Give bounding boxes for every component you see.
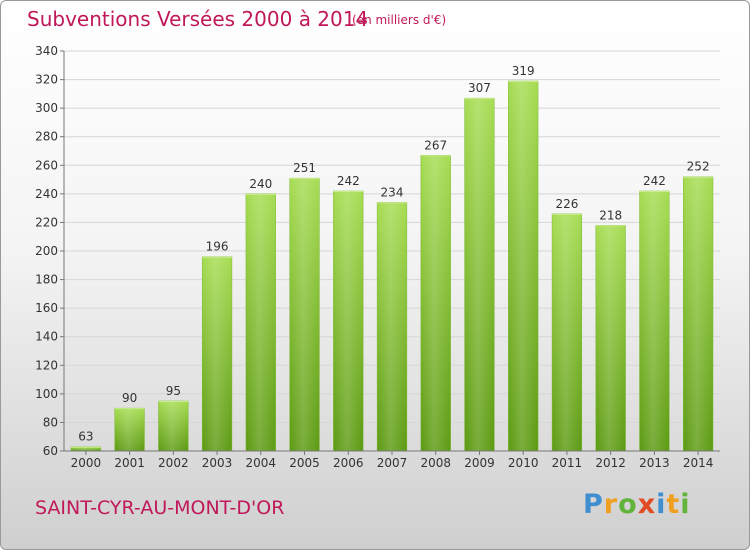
y-tick-label: 320 [35, 73, 58, 87]
bar-highlight [202, 256, 232, 451]
y-tick-label: 140 [35, 330, 58, 344]
place-name: SAINT-CYR-AU-MONT-D'OR [35, 497, 285, 519]
y-tick-label: 260 [35, 158, 58, 172]
data-label: 319 [512, 64, 535, 78]
y-tick-label: 300 [35, 101, 58, 115]
x-tick-label: 2012 [595, 456, 626, 470]
bar-highlight [114, 408, 145, 451]
data-label: 242 [643, 174, 666, 188]
x-tick-label: 2005 [289, 456, 320, 470]
data-label: 218 [599, 208, 622, 222]
data-label: 252 [687, 160, 710, 174]
bar-highlight [420, 155, 451, 452]
data-label: 95 [166, 384, 181, 398]
y-tick-label: 240 [35, 187, 58, 201]
y-tick-label: 280 [35, 130, 58, 144]
bar-highlight [377, 202, 407, 451]
bar-highlight [333, 191, 364, 451]
x-tick-label: 2002 [158, 456, 189, 470]
bar-highlight [552, 213, 582, 451]
data-label: 240 [249, 177, 272, 191]
bar-highlight [639, 191, 670, 451]
y-tick-label: 160 [35, 301, 58, 315]
bar-highlight [70, 446, 101, 451]
x-tick-label: 2009 [464, 456, 495, 470]
bar-highlight [595, 225, 626, 451]
x-tick-label: 2003 [202, 456, 233, 470]
data-label: 307 [468, 81, 491, 95]
y-tick-label: 80 [43, 415, 58, 429]
x-tick-label: 2006 [333, 456, 364, 470]
data-label: 196 [206, 240, 229, 254]
x-tick-label: 2000 [71, 456, 102, 470]
x-tick-label: 2013 [639, 456, 670, 470]
data-label: 251 [293, 161, 316, 175]
data-labels: 63 90 95 196 240 251 242 234 267 307 319 226 218 242 2… [78, 64, 709, 444]
data-label: 267 [424, 138, 447, 152]
bar-highlight [245, 193, 276, 451]
proxiti-logo: Proxiti [583, 489, 691, 520]
y-tick-label: 60 [43, 444, 58, 458]
data-label: 90 [122, 391, 137, 405]
chart-title: Subventions Versées 2000 à 2014 [27, 7, 369, 31]
unit-note: (en milliers d'€) [352, 13, 447, 27]
y-tick-label: 200 [35, 244, 58, 258]
x-tick-label: 2014 [683, 456, 714, 470]
x-tick-label: 2004 [246, 456, 277, 470]
x-tick-label: 2008 [420, 456, 451, 470]
bar-chart: 60 80 100 120 140 160 180 200 220 240 260 280 300 320… [35, 44, 720, 470]
data-label: 234 [381, 185, 404, 199]
y-tick-label: 340 [35, 44, 58, 58]
x-tick-label: 2010 [508, 456, 539, 470]
y-tick-label: 120 [35, 358, 58, 372]
bar-highlight [158, 401, 189, 451]
data-label: 226 [555, 197, 578, 211]
x-tick-label: 2001 [114, 456, 145, 470]
bar-highlight [508, 81, 539, 451]
y-tick-label: 100 [35, 387, 58, 401]
x-tick-label: 2011 [552, 456, 583, 470]
bars [70, 80, 714, 452]
y-tick-label: 180 [35, 273, 58, 287]
data-label: 242 [337, 174, 360, 188]
x-tick-label: 2007 [377, 456, 408, 470]
y-axis-ticks: 60 80 100 120 140 160 180 200 220 240 260 280 300 320… [35, 44, 64, 458]
axes [63, 51, 720, 452]
bar-highlight [683, 176, 714, 451]
data-label: 63 [78, 430, 93, 444]
bar-highlight [464, 98, 495, 452]
y-tick-label: 220 [35, 215, 58, 229]
bar-highlight [289, 178, 320, 451]
x-axis-ticks: 2000 2001 2002 2003 2004 2005 2006 2007 2008 2009… [71, 451, 714, 470]
